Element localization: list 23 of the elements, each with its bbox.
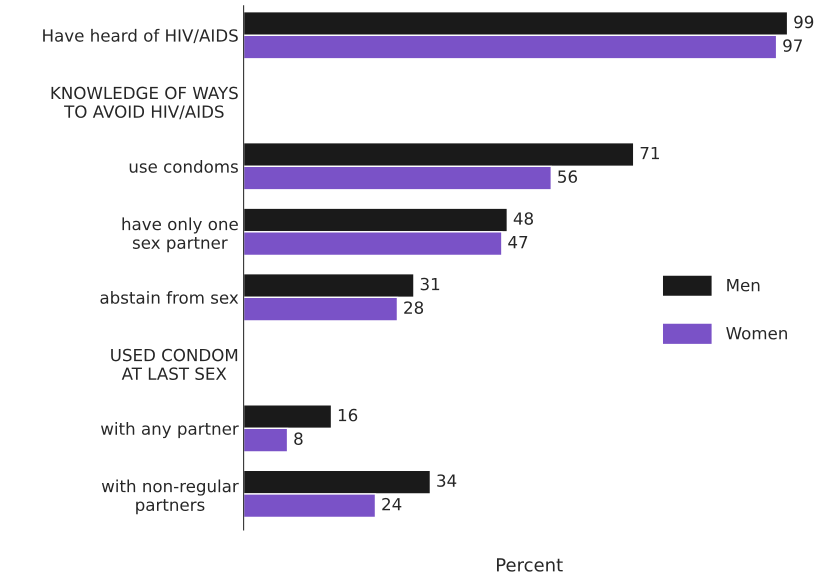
- data-label: 24: [382, 498, 402, 510]
- data-label: 97: [783, 39, 802, 52]
- data-label: 99: [794, 16, 814, 28]
- data-label: 71: [640, 146, 659, 160]
- y-tick-label: abstain from sex: [100, 290, 238, 304]
- data-label: 31: [420, 278, 440, 290]
- data-label: 34: [437, 474, 456, 487]
- y-tick-label: have only one sex partner: [122, 217, 238, 252]
- y-tick-label: USED CONDOM AT LAST SEX: [111, 348, 238, 380]
- legend-label: Women: [726, 327, 787, 340]
- data-label: 28: [404, 301, 424, 314]
- data-label: 8: [294, 432, 303, 445]
- data-label: 47: [508, 236, 528, 248]
- y-tick-label: use condoms: [130, 160, 238, 173]
- x-axis-title: Percent: [497, 558, 563, 572]
- y-tick-label: KNOWLEDGE OF WAYS TO AVOID HIV/AIDS: [52, 86, 238, 120]
- data-label: 16: [338, 408, 358, 422]
- y-tick-label: Have heard of HIV/AIDS: [43, 28, 238, 44]
- y-tick-label: with non-regular partners: [102, 479, 239, 514]
- legend-label: Men: [727, 279, 760, 292]
- data-label: 48: [514, 212, 533, 225]
- y-tick-label: with any partner: [101, 422, 239, 438]
- data-label: 56: [558, 170, 578, 183]
